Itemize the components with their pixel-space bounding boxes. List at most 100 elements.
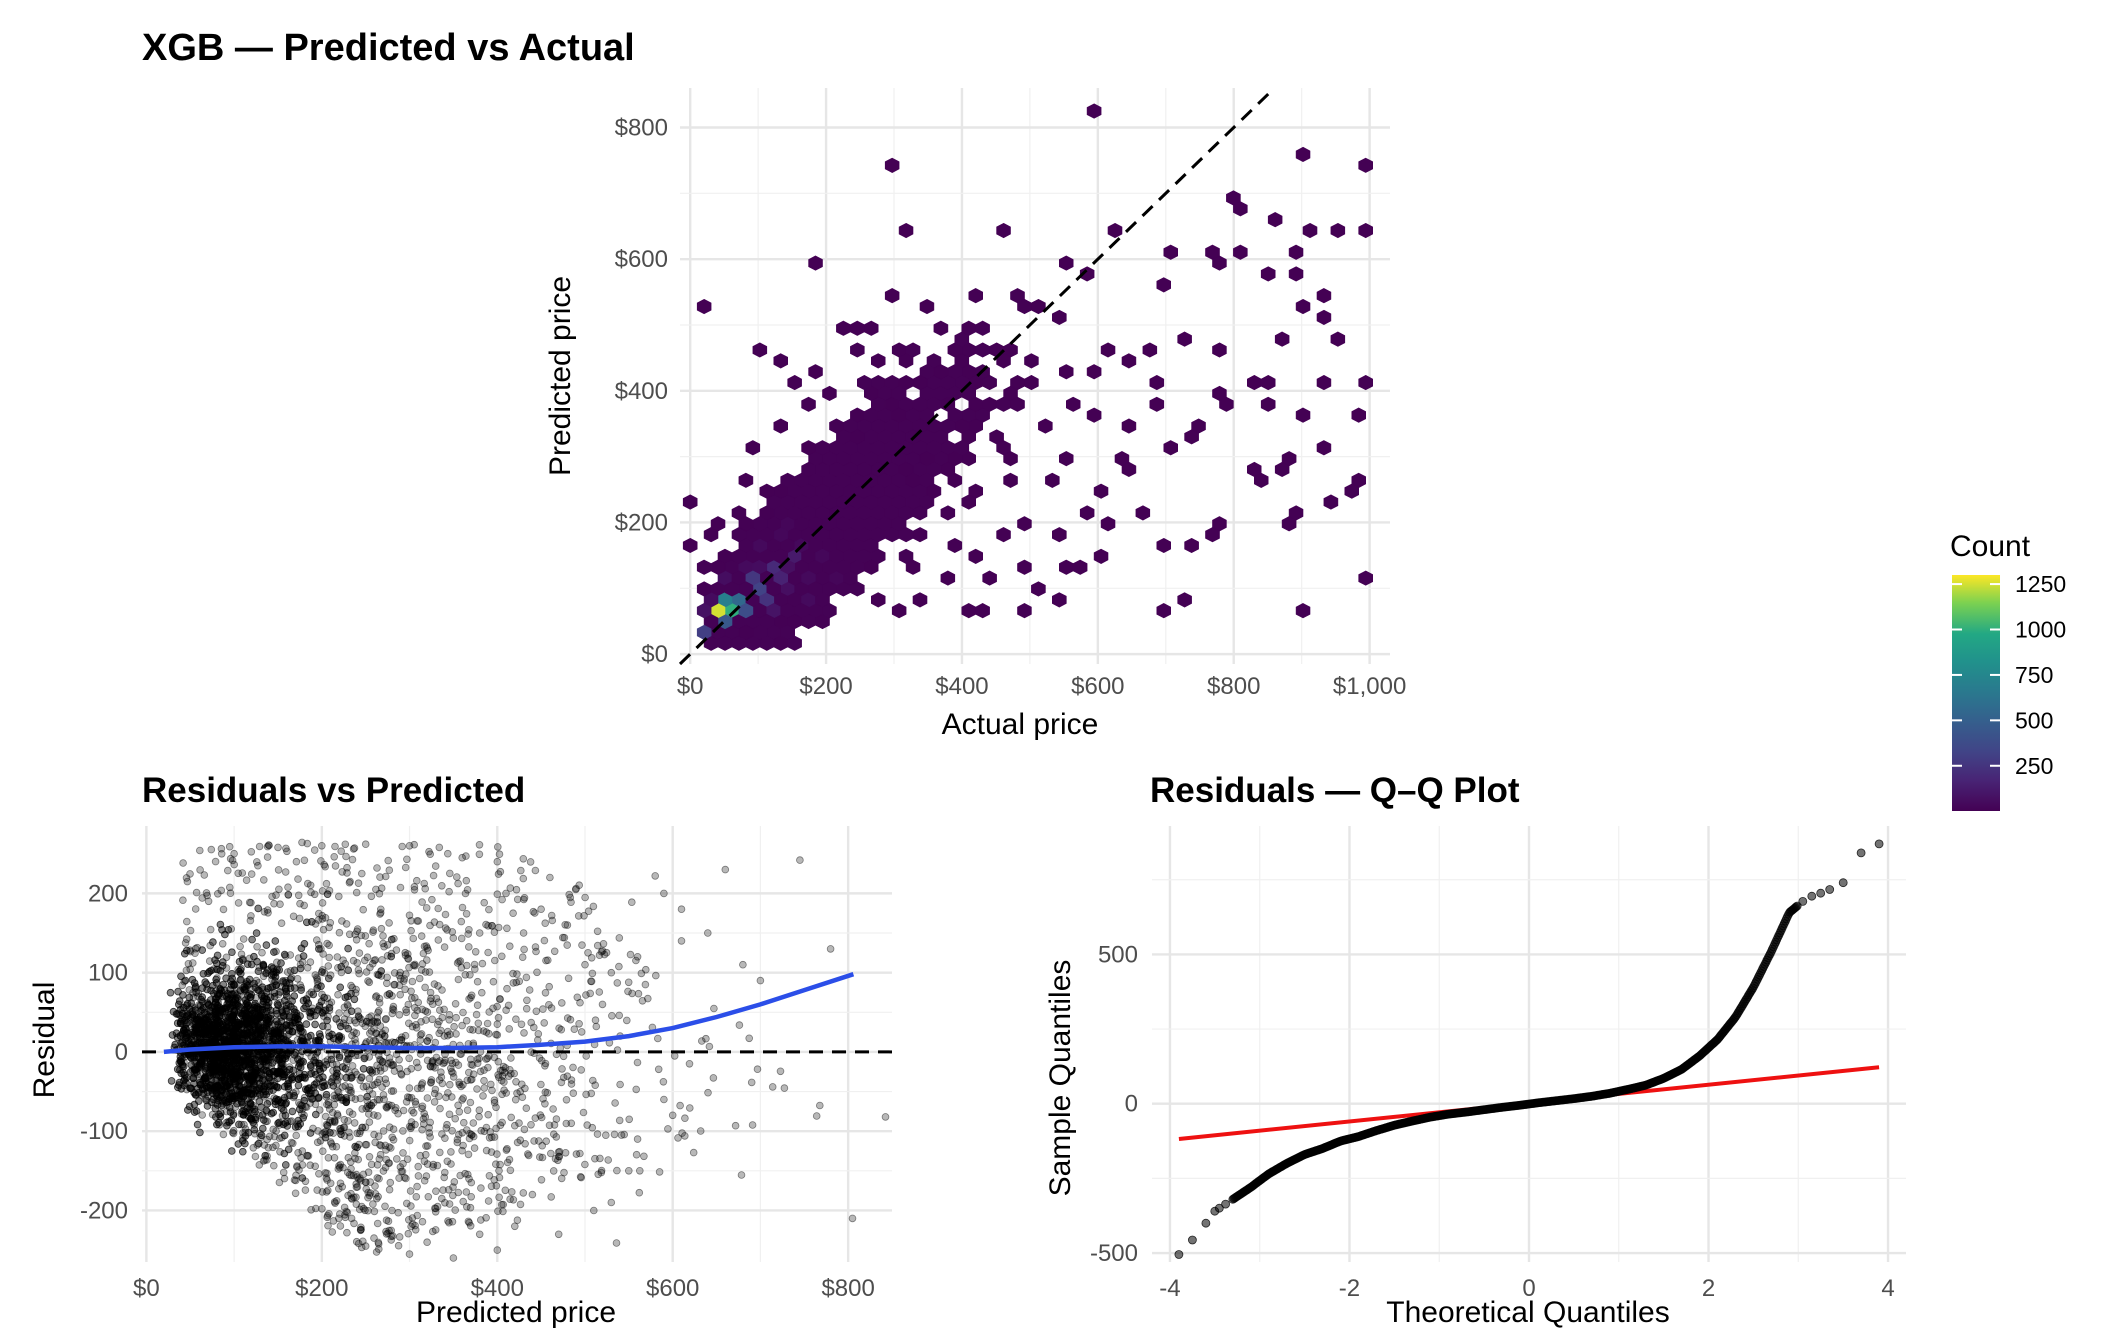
residual-point <box>495 850 504 858</box>
legend-tick-label: 500 <box>2015 707 2053 733</box>
residual-point <box>216 920 225 929</box>
residual-point <box>180 977 189 986</box>
residual-point <box>242 980 251 988</box>
residual-point <box>359 1065 368 1073</box>
residual-point <box>780 1084 789 1092</box>
residual-point <box>219 1076 228 1084</box>
hex-cell <box>1358 570 1373 586</box>
residual-point <box>263 1080 272 1088</box>
residual-point <box>581 1160 589 1169</box>
residual-point <box>428 1015 437 1024</box>
hexbin-cells <box>682 103 1373 651</box>
residual-point <box>234 1008 243 1017</box>
residual-point <box>265 1053 274 1061</box>
residual-point <box>183 1085 191 1094</box>
residual-point <box>520 893 529 902</box>
residual-point <box>289 1056 298 1064</box>
residual-point <box>526 858 535 866</box>
residual-point <box>250 1079 259 1088</box>
residual-point <box>225 1118 234 1127</box>
residual-point <box>206 941 215 950</box>
residual-point <box>499 1207 507 1216</box>
residual-point <box>211 857 220 866</box>
hex-cell <box>975 603 990 619</box>
hex-cell <box>1093 483 1109 499</box>
residual-point <box>587 977 595 986</box>
residual-point <box>454 1188 463 1197</box>
residual-point <box>387 1236 396 1244</box>
residual-point <box>250 1070 259 1079</box>
hex-cell <box>870 527 886 543</box>
residual-point <box>294 891 303 900</box>
residual-point <box>399 1149 407 1157</box>
hex-cell <box>996 222 1011 239</box>
residual-point <box>337 1033 346 1041</box>
residual-point <box>237 1110 246 1118</box>
hex-cell <box>1017 559 1032 575</box>
residual-point <box>373 1174 382 1182</box>
residual-point <box>281 952 290 960</box>
hex-cell <box>863 559 879 575</box>
residual-point <box>284 883 292 891</box>
residual-point <box>702 1034 710 1043</box>
residual-point <box>214 889 222 898</box>
residual-point <box>457 934 466 943</box>
residual-point <box>248 1103 257 1111</box>
residual-point <box>252 1067 261 1075</box>
residual-point <box>211 1082 219 1091</box>
hex-cell <box>1135 505 1151 521</box>
residual-point <box>294 1149 302 1157</box>
residual-point <box>204 1073 212 1081</box>
residual-point <box>613 1166 621 1175</box>
residuals-title: Residuals vs Predicted <box>142 771 525 810</box>
residual-point <box>306 881 315 890</box>
hex-cell <box>898 353 914 369</box>
residual-point <box>291 1016 299 1024</box>
hex-cell <box>1177 592 1192 608</box>
residual-point <box>182 1079 190 1087</box>
residual-point <box>191 1066 200 1074</box>
residual-point <box>183 917 191 926</box>
residual-point <box>512 1015 520 1023</box>
residual-point <box>361 932 370 940</box>
residual-point <box>489 977 498 986</box>
hex-cell <box>1358 157 1373 173</box>
residual-point <box>448 928 457 936</box>
residual-point <box>263 1100 272 1108</box>
residual-point <box>534 1137 543 1145</box>
residual-point <box>233 999 242 1008</box>
residual-point <box>263 1100 272 1108</box>
residual-point <box>205 957 214 965</box>
residual-point <box>175 1078 184 1087</box>
residual-point <box>357 869 366 878</box>
hex-cell <box>1260 374 1276 391</box>
residual-point <box>229 1129 238 1138</box>
residual-point <box>263 853 272 861</box>
residual-point <box>213 1052 221 1060</box>
residual-point <box>297 944 306 953</box>
hex-cell <box>1052 309 1067 326</box>
residual-point <box>424 1193 433 1201</box>
legend-tick-label: 250 <box>2015 753 2053 779</box>
residual-point <box>547 1193 555 1201</box>
residual-point <box>480 898 489 907</box>
residual-point <box>512 1078 520 1086</box>
hex-cell <box>884 288 900 304</box>
residual-point <box>229 1109 238 1118</box>
hex-cell <box>1121 461 1137 478</box>
hex-cell <box>1017 298 1032 315</box>
residual-point <box>506 1195 514 1203</box>
residual-point <box>276 988 284 996</box>
residual-point <box>274 990 283 999</box>
residual-point <box>272 1082 281 1091</box>
hex-cell <box>745 440 761 456</box>
residual-point <box>180 1003 188 1012</box>
residual-point <box>434 904 443 913</box>
hex-cell <box>905 559 921 575</box>
residual-point <box>306 1092 315 1101</box>
residual-point <box>484 1197 493 1205</box>
residual-point <box>381 872 390 881</box>
residual-point <box>369 1200 377 1208</box>
residual-point <box>521 1140 529 1148</box>
residual-point <box>222 964 231 972</box>
